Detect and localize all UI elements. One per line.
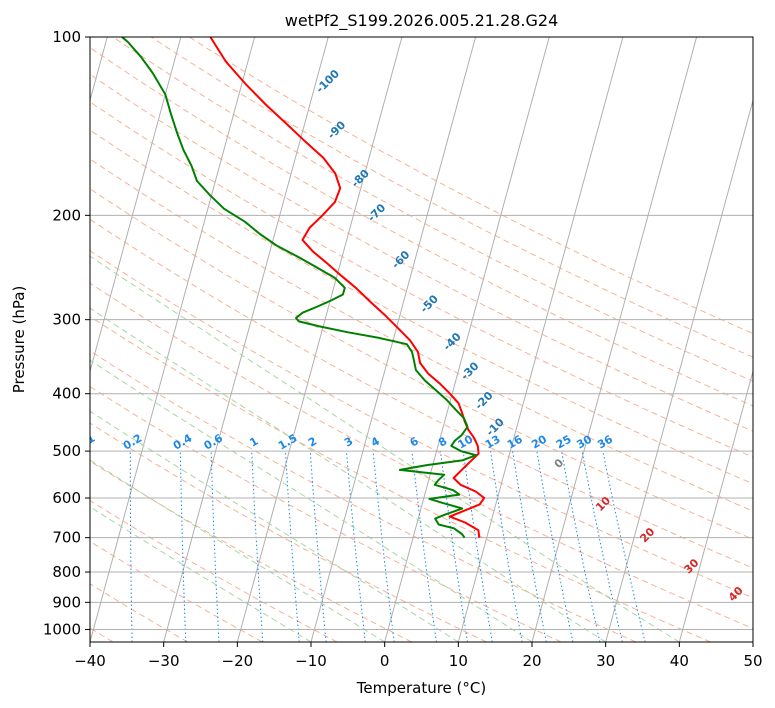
- x-tick-label: 20: [522, 652, 541, 670]
- isotherm-line: [90, 37, 182, 374]
- y-tick-label: 1000: [43, 620, 81, 638]
- mixing-ratio-line: [581, 451, 623, 642]
- x-tick-label: 0: [380, 652, 390, 670]
- mixing-ratio-line: [602, 450, 646, 642]
- x-tick-label: −30: [148, 652, 180, 670]
- dry-adiabat: [188, 37, 753, 335]
- chart-title: wetPf2_S199.2026.005.21.28.G24: [285, 11, 559, 31]
- y-tick-label: 400: [52, 385, 81, 403]
- mixing-ratio-line: [346, 451, 366, 642]
- x-axis-title: Temperature (°C): [356, 679, 486, 697]
- y-tick-label: 700: [52, 529, 81, 547]
- moist-adiabat: [90, 307, 606, 642]
- y-tick-label: 200: [52, 206, 81, 224]
- y-tick-label: 600: [52, 489, 81, 507]
- dry-adiabat: [90, 583, 188, 642]
- plot-frame: [89, 36, 754, 643]
- dry-adiabat: [90, 73, 753, 432]
- dry-adiabat: [90, 315, 711, 642]
- isotherm-line: [678, 369, 753, 642]
- isotherm-line: [90, 37, 256, 642]
- isotherm-line: [752, 640, 753, 642]
- dry-adiabat: [90, 422, 487, 642]
- y-tick-label: 100: [52, 28, 81, 46]
- profiles: [121, 37, 486, 539]
- isotherm-line: [531, 37, 698, 642]
- y-tick-label: 300: [52, 311, 81, 329]
- moist-adiabat: [90, 506, 312, 642]
- axes: −40 −30 −20 −10 0 10 20 30 40 50 100 200 300 400 500 60…: [43, 28, 763, 670]
- dry-adiabat: [90, 460, 413, 642]
- isotherm-line: [457, 37, 624, 642]
- x-tick-label: 10: [449, 652, 468, 670]
- dry-adiabat: [90, 385, 562, 642]
- x-tick-label: 40: [670, 652, 689, 670]
- mixing-ratio-line: [372, 451, 395, 642]
- pressure-grid: [90, 37, 753, 630]
- y-tick-label: 500: [52, 442, 81, 460]
- mixing-ratio-line: [462, 451, 493, 642]
- x-tick-label: −10: [295, 652, 327, 670]
- x-tick-label: 30: [596, 652, 615, 670]
- dry-adiabat: [90, 101, 753, 458]
- mixing-ratio-line: [285, 451, 300, 642]
- y-tick-label: 800: [52, 563, 81, 581]
- dewpoint-line: [121, 37, 477, 539]
- dry-adiabat: [150, 37, 753, 358]
- isotherm-line: [236, 37, 403, 642]
- mixing-ratio-line: [561, 451, 601, 642]
- mixing-ratio-line: [536, 451, 574, 642]
- dry-adiabat: [90, 158, 753, 512]
- isotherm-line: [384, 37, 550, 642]
- dry-adiabat: [90, 540, 263, 642]
- x-tick-label: −40: [74, 652, 106, 670]
- dry-adiabat: [90, 218, 753, 569]
- dry-adiabat: [90, 350, 637, 642]
- mixing-ratio-line: [82, 451, 84, 642]
- dry-adiabat: [90, 188, 753, 540]
- mixing-ratio-line: [411, 451, 437, 642]
- temperature-line: [209, 37, 486, 538]
- mixing-ratio-label: 0.1: [74, 432, 97, 453]
- y-axis-title: Pressure (hPa): [10, 286, 28, 394]
- mixing-ratio-line: [309, 451, 327, 642]
- dry-adiabat: [90, 250, 753, 599]
- isotherm-line: [605, 98, 753, 642]
- x-tick-label: −20: [222, 652, 254, 670]
- plot-background: [90, 37, 753, 642]
- mixing-ratio-line: [440, 451, 468, 642]
- moist-adiabat: [90, 459, 385, 642]
- x-tick-label: 50: [743, 652, 762, 670]
- moist-adiabat: [90, 410, 459, 642]
- y-tick-label: 900: [52, 593, 81, 611]
